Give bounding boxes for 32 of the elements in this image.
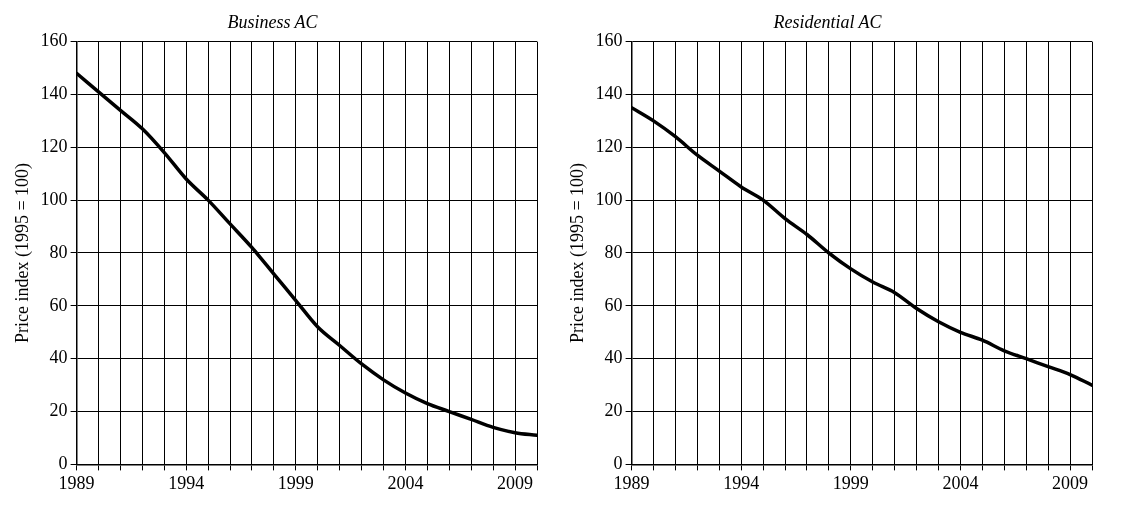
- y-tick-label: 160: [595, 30, 623, 51]
- y-tick-label: 60: [49, 294, 68, 315]
- y-tick-label: 20: [604, 400, 623, 421]
- y-axis-title: Price index (1995 = 100): [566, 162, 588, 344]
- x-tick-label: 2009: [1052, 472, 1089, 493]
- y-tick-label: 100: [595, 188, 623, 209]
- y-tick-label: 160: [40, 30, 68, 51]
- y-tick-label: 0: [58, 453, 68, 474]
- y-tick-label: 40: [604, 347, 623, 368]
- x-tick-label: 2004: [942, 472, 979, 493]
- chart-title: Business AC: [227, 11, 319, 32]
- y-tick-label: 80: [49, 241, 68, 262]
- x-tick-label: 1999: [277, 472, 314, 493]
- x-tick-label: 1999: [832, 472, 869, 493]
- y-tick-label: 0: [613, 453, 623, 474]
- y-tick-label: 120: [595, 136, 623, 157]
- y-tick-label: 100: [40, 188, 68, 209]
- x-tick-label: 1994: [168, 472, 205, 493]
- y-tick-label: 140: [40, 83, 68, 104]
- y-axis-title: Price index (1995 = 100): [11, 162, 33, 344]
- y-tick-label: 120: [40, 136, 68, 157]
- x-tick-label: 2004: [387, 472, 424, 493]
- x-tick-label: 1994: [723, 472, 760, 493]
- y-tick-label: 20: [49, 400, 68, 421]
- y-tick-label: 80: [604, 241, 623, 262]
- y-tick-label: 60: [604, 294, 623, 315]
- y-tick-label: 40: [49, 347, 68, 368]
- y-tick-label: 140: [595, 83, 623, 104]
- x-tick-label: 1989: [58, 472, 95, 493]
- x-tick-label: 1989: [613, 472, 650, 493]
- x-tick-label: 2009: [497, 472, 534, 493]
- chart-title: Residential AC: [772, 11, 883, 32]
